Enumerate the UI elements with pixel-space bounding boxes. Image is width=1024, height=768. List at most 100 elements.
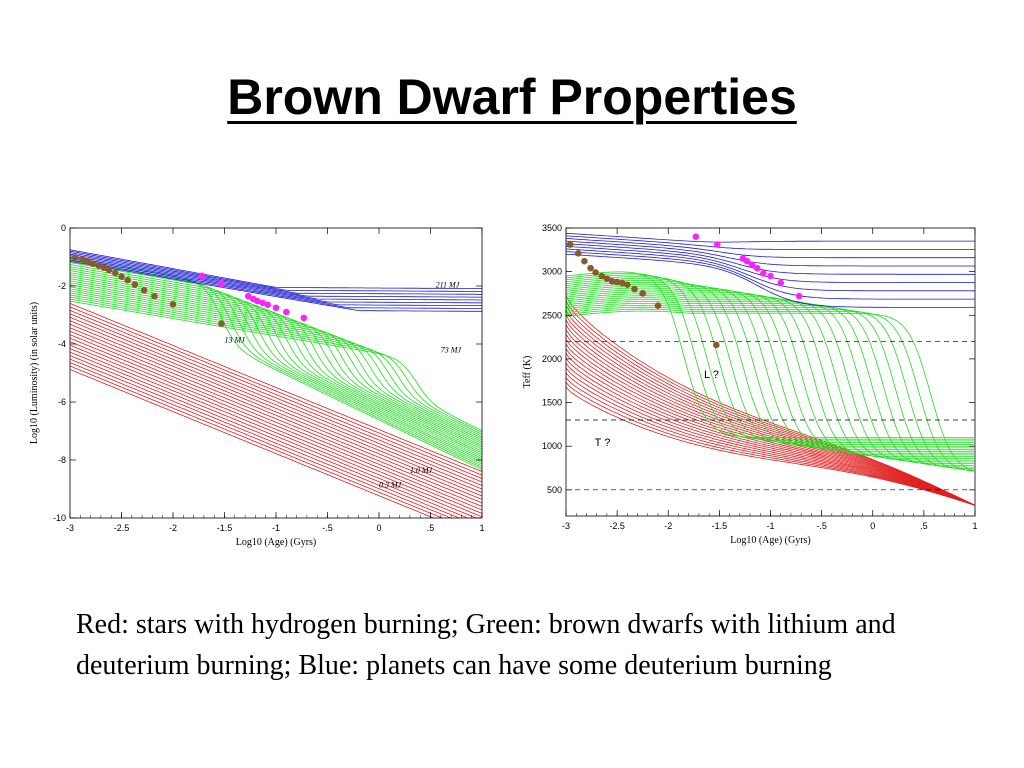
x-tick-label: 1	[479, 523, 484, 533]
blue-track	[70, 252, 482, 295]
green-track	[566, 272, 974, 440]
green-track	[70, 268, 482, 461]
magenta-marker	[760, 270, 767, 277]
green-track	[566, 301, 974, 466]
y-tick-label: 1500	[542, 398, 562, 408]
green-track	[70, 286, 482, 445]
red-track	[566, 348, 975, 506]
red-track	[566, 329, 975, 506]
x-tick-label: .5	[920, 521, 928, 531]
x-tick-label: -1.5	[712, 521, 728, 531]
red-track	[70, 344, 482, 514]
green-track	[566, 271, 974, 438]
y-axis-label: Log10 (Luminosity) (in solar units)	[29, 302, 40, 444]
green-track	[566, 276, 974, 444]
green-track	[566, 278, 974, 445]
magenta-marker	[300, 314, 308, 322]
y-tick-label: -2	[58, 281, 66, 291]
y-tick-label: 2000	[542, 354, 562, 364]
magenta-marker	[714, 241, 721, 248]
brown-marker	[100, 264, 108, 272]
green-track	[566, 280, 974, 447]
red-track	[70, 316, 482, 486]
slide-title: Brown Dwarf Properties	[227, 69, 797, 125]
y-tick-label: 1000	[542, 441, 562, 451]
blue-track	[70, 250, 482, 292]
x-tick-label: 0	[376, 523, 381, 533]
blue-track	[70, 256, 482, 304]
red-track	[566, 319, 975, 506]
magenta-marker	[753, 264, 761, 272]
red-track	[566, 310, 975, 506]
magenta-marker	[748, 261, 756, 268]
mass-annotation: 13 MJ	[225, 336, 246, 345]
blue-track	[566, 248, 975, 292]
y-tick-label: 2500	[542, 310, 562, 320]
blue-track	[70, 255, 482, 301]
x-tick-label: -.5	[322, 523, 333, 533]
x-axis-label: Log10 (Age) (Gyrs)	[730, 535, 811, 546]
luminosity-age-chart: -3 -2.5 -2 -1.5 -1 -.5 0 .5 1 0 -2 -4 -6 -8 -10 Log10 (…	[29, 223, 485, 548]
magenta-marker	[264, 301, 272, 309]
y-tick-label: 500	[547, 485, 562, 495]
x-tick-label: -2	[169, 523, 177, 533]
x-tick-label: -2	[664, 521, 672, 531]
magenta-marker	[254, 297, 261, 305]
brown-marker	[631, 285, 638, 293]
red-track	[70, 351, 478, 518]
magenta-marker	[767, 272, 774, 280]
red-track	[566, 358, 975, 506]
x-tick-label: -1	[766, 521, 774, 531]
spectral-type-label: L ?	[704, 369, 719, 381]
mass-annotation: 0.3 MJ	[379, 481, 402, 490]
y-tick-label: 3000	[542, 267, 562, 277]
red-track	[70, 310, 482, 479]
brown-marker	[218, 320, 225, 327]
green-track	[70, 264, 482, 465]
brown-marker	[566, 241, 574, 248]
green-track	[566, 299, 974, 464]
green-track	[70, 278, 482, 452]
red-track	[566, 363, 975, 506]
green-track	[70, 280, 482, 450]
x-tick-label: -1	[272, 523, 280, 533]
green-track	[70, 294, 482, 437]
brown-marker	[84, 258, 91, 265]
green-track	[566, 304, 974, 470]
brown-marker	[713, 341, 720, 349]
blue-track	[566, 253, 975, 308]
red-track	[70, 334, 482, 504]
green-track	[566, 274, 974, 442]
brown-marker	[574, 250, 582, 257]
magenta-marker	[218, 280, 225, 287]
red-track	[566, 300, 975, 506]
green-track	[70, 266, 482, 463]
blue-track	[566, 243, 975, 275]
red-track	[566, 387, 975, 506]
brown-marker	[118, 273, 125, 281]
red-track	[70, 303, 482, 472]
green-track	[566, 308, 975, 472]
green-track	[70, 290, 482, 441]
x-tick-label: -1.5	[217, 523, 233, 533]
brown-marker	[592, 269, 599, 276]
y-tick-label: -4	[58, 339, 66, 349]
brown-marker	[89, 260, 96, 267]
green-track	[566, 306, 975, 471]
brown-marker	[613, 278, 621, 286]
green-track	[70, 272, 482, 458]
red-track	[70, 341, 482, 511]
y-tick-label: 3500	[542, 223, 562, 233]
x-tick-label: -2.5	[609, 521, 625, 531]
green-track	[566, 303, 974, 468]
red-track	[566, 353, 975, 506]
brown-marker	[624, 281, 631, 289]
red-track	[566, 334, 975, 506]
brown-marker	[151, 292, 158, 300]
green-track	[70, 262, 482, 467]
red-track	[70, 323, 482, 493]
magenta-marker	[283, 308, 290, 316]
red-track	[566, 367, 975, 506]
x-tick-label: -3	[66, 523, 74, 533]
red-track	[566, 377, 975, 506]
